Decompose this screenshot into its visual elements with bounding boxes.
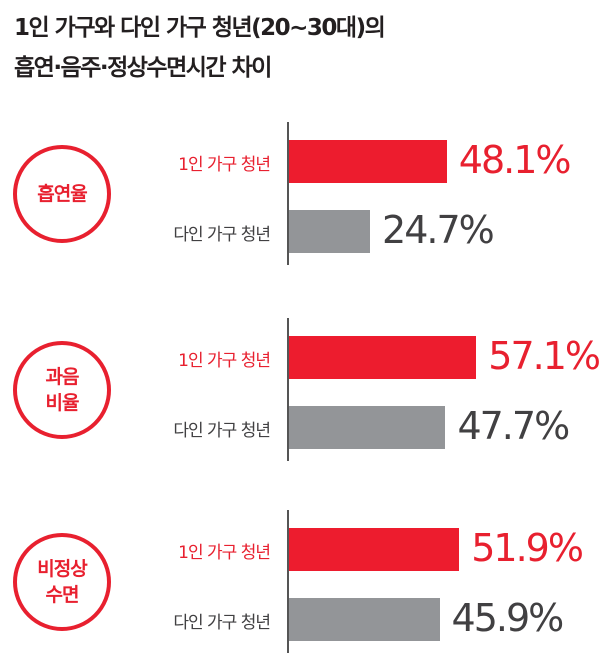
axis-line (287, 318, 289, 461)
axis-line (287, 510, 289, 653)
value-label: 47.7% (457, 404, 570, 448)
bar-single (289, 528, 460, 571)
bar-single (289, 140, 447, 183)
axis-line (287, 122, 289, 265)
bar-multi (289, 210, 371, 253)
bar-label: 다인 가구 청년 (173, 613, 271, 633)
value-label: 51.9% (471, 526, 584, 570)
category-circle: 과음 비율 (13, 341, 111, 439)
bar-multi (289, 598, 440, 641)
bar-label: 다인 가구 청년 (173, 225, 271, 245)
bar-label: 1인 가구 청년 (178, 543, 271, 563)
title-line-1: 1인 가구와 다인 가구 청년(20~30대)의 (14, 15, 386, 41)
bar-label: 다인 가구 청년 (173, 421, 271, 441)
category-circle: 흡연율 (13, 145, 111, 243)
value-label: 48.1% (458, 138, 572, 182)
value-label: 45.9% (451, 596, 565, 640)
bar-label: 1인 가구 청년 (178, 155, 271, 175)
value-label: 24.7% (382, 208, 495, 252)
category-circle: 비정상 수면 (13, 533, 111, 631)
title-line-2: 흡연·음주·정상수면시간 차이 (14, 55, 272, 81)
bar-label: 1인 가구 청년 (178, 351, 271, 371)
bar-multi (289, 406, 446, 449)
value-label: 57.1% (488, 334, 600, 378)
bar-single (289, 336, 477, 379)
